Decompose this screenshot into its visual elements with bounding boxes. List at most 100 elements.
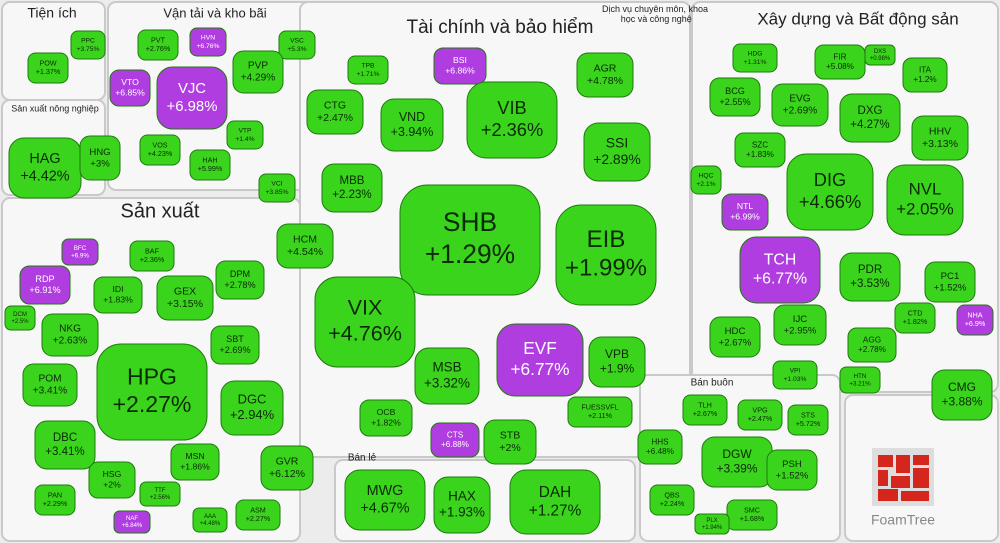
cell-value: +6.85% [115, 87, 145, 97]
cell-value: +1.2% [913, 75, 936, 84]
cell-ticker: SSI [606, 134, 628, 150]
group: PPC+3.75% POW+1.37% Tiện ích [27, 5, 106, 84]
cell [773, 304, 827, 346]
cell-value: +3.88% [941, 394, 982, 408]
cell-ticker: CTD [908, 309, 923, 318]
cell [839, 252, 901, 302]
cell-value: +3.21% [849, 380, 871, 387]
cell-value: +3.75% [77, 46, 100, 53]
cell [911, 115, 969, 161]
cell-value: +2.1% [696, 181, 715, 188]
cell-value: +4.54% [287, 246, 323, 258]
cell [210, 325, 260, 365]
cell-value: +2% [499, 442, 520, 454]
group: BFC+6.9%RDP+6.91%BAF+2.36%IDI+1.83%GEX+3… [4, 200, 314, 534]
cell [220, 380, 284, 436]
cell-value: +2.05% [896, 200, 953, 219]
cell [766, 449, 818, 491]
cell [88, 461, 136, 499]
cell [276, 223, 334, 269]
cell [192, 507, 228, 533]
cell [344, 469, 426, 531]
cell-ticker: DCM [13, 312, 27, 318]
cell-value: +2.63% [53, 336, 88, 347]
cell-value: +5.3% [287, 46, 306, 53]
group-label: Xây dựng và Bất động sản [757, 9, 958, 28]
cell [709, 77, 761, 117]
cell [583, 122, 651, 182]
cell [215, 260, 265, 300]
cell [555, 204, 657, 306]
cell [258, 173, 296, 203]
cell-value: +1.29% [425, 239, 515, 269]
cell [156, 66, 228, 130]
cell-value: +1.94% [702, 525, 723, 531]
group-label: Bán buôn [691, 378, 734, 389]
cell-ticker: SBT [226, 334, 244, 344]
cell-ticker: MSN [185, 451, 204, 461]
cell [235, 499, 281, 531]
cell-ticker: HTN [854, 373, 867, 380]
cell-value: +1.93% [439, 505, 485, 520]
group: TPB+1.71%BSI+6.86% AGR+4.78%CTG+2.47% VND+… [258, 17, 657, 465]
cell [347, 55, 389, 85]
cell-value: +1.86% [180, 461, 210, 471]
cell-ticker: MBB [340, 175, 365, 187]
cell-value: +0.98% [870, 56, 891, 62]
cell-ticker: VTO [121, 77, 139, 87]
cell-ticker: HDC [725, 326, 746, 337]
cell [380, 98, 444, 152]
cell [278, 30, 316, 60]
cell-value: +6.86% [445, 65, 475, 75]
cell-ticker: HAH [202, 156, 217, 165]
cell-value: +6.77% [753, 271, 807, 288]
cell-value: +1.4% [235, 136, 254, 143]
cell-value: +5.72% [796, 419, 821, 428]
cell [137, 29, 179, 61]
cell-ticker: PVT [151, 36, 166, 45]
cell-ticker: TTF [155, 488, 166, 494]
cell [19, 265, 71, 305]
cell [466, 81, 558, 159]
cell-value: +4.23% [148, 149, 173, 158]
cell-ticker: DPM [230, 269, 250, 279]
cell-value: +2.23% [332, 189, 371, 201]
cell-value: +4.48% [200, 521, 221, 527]
cell-ticker: POM [39, 374, 62, 385]
cell-value: +6.9% [71, 252, 89, 259]
group-label: Tiện ích [27, 5, 76, 21]
cell-value: +4.42% [20, 168, 69, 184]
cell-ticker: VTP [238, 128, 252, 135]
cell [787, 404, 829, 436]
cell-value: +4.66% [799, 191, 861, 212]
cell-ticker: PPC [81, 38, 95, 45]
cell [414, 347, 480, 405]
cell-ticker: PSH [782, 459, 802, 470]
cell [956, 304, 994, 336]
group-label-line: Dịch vụ chuyên môn, khoa [602, 4, 708, 14]
cell-ticker: DXS [874, 49, 886, 55]
cell-ticker: VPB [605, 347, 629, 361]
cell-ticker: HHV [929, 125, 951, 137]
cell-value: +2.78% [858, 345, 886, 354]
cell-ticker: NHA [967, 311, 982, 320]
cell [771, 83, 829, 127]
cell-value: +6.99% [730, 211, 760, 221]
cell-ticker: HQC [699, 173, 714, 180]
cell-ticker: CMG [948, 380, 976, 394]
group-label-line: học và công nghệ [618, 14, 692, 24]
cell [886, 164, 964, 236]
cell-ticker: SZC [752, 140, 768, 149]
cell-value: +2.95% [784, 325, 817, 336]
cell-ticker: VIB [497, 97, 526, 118]
cell [433, 47, 487, 85]
cell [690, 165, 722, 195]
cell [189, 149, 231, 181]
cell-value: +1.31% [744, 59, 767, 66]
cell-ticker: IDI [112, 284, 123, 294]
cell-value: +4.67% [360, 500, 409, 516]
cell-value: +4.27% [850, 119, 889, 131]
cell-ticker: POW [39, 59, 56, 68]
cell-value: +1.27% [529, 502, 582, 519]
